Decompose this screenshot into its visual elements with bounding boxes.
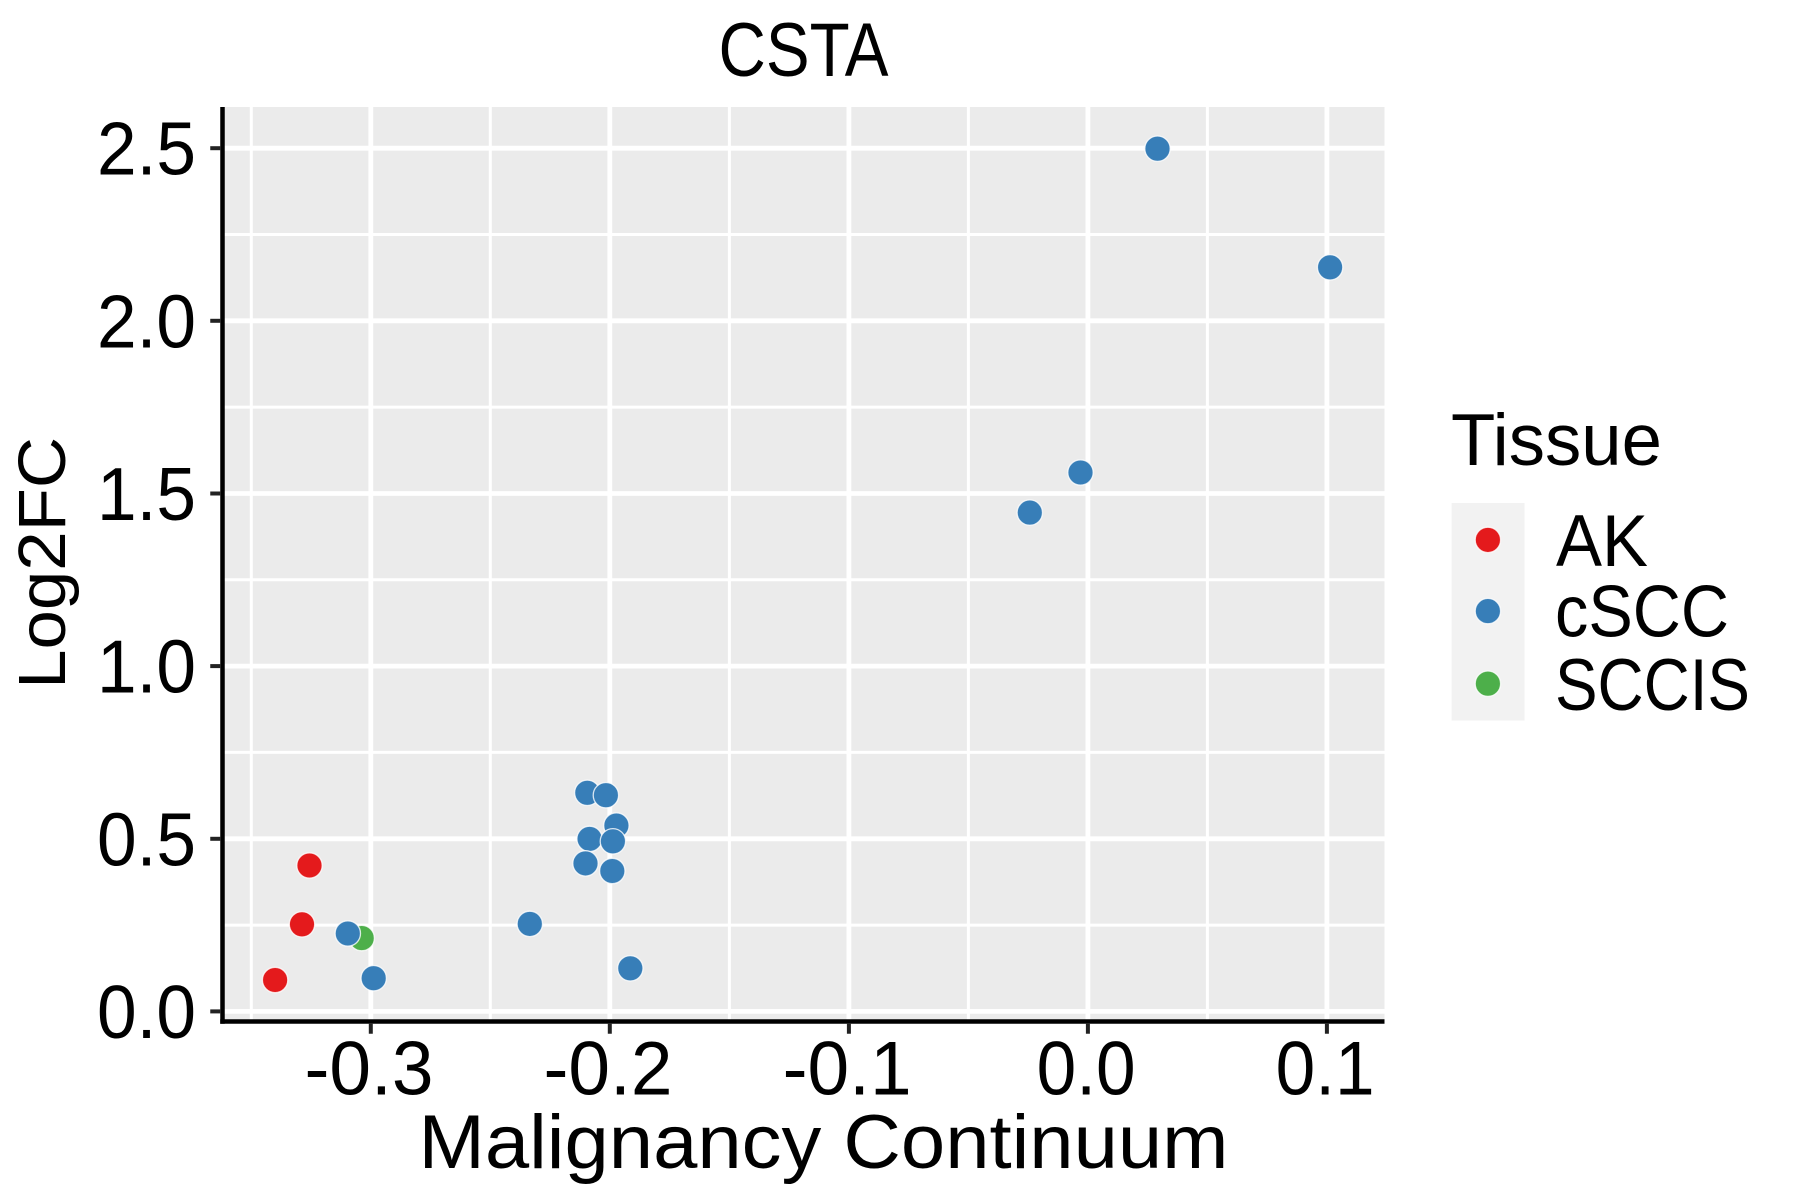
svg-text:0.5: 0.5	[97, 797, 196, 881]
svg-text:1.5: 1.5	[97, 452, 196, 536]
svg-text:AK: AK	[1556, 501, 1648, 582]
svg-text:Tissue: Tissue	[1451, 400, 1662, 481]
svg-text:SCCIS: SCCIS	[1555, 645, 1750, 726]
svg-text:0.0: 0.0	[97, 970, 196, 1054]
svg-text:CSTA: CSTA	[719, 8, 889, 93]
svg-text:0.1: 0.1	[1276, 1027, 1375, 1112]
svg-text:0.0: 0.0	[1037, 1027, 1136, 1112]
svg-text:2.5: 2.5	[97, 107, 196, 191]
svg-text:-0.2: -0.2	[544, 1027, 673, 1112]
svg-text:-0.1: -0.1	[783, 1027, 912, 1112]
svg-text:2.0: 2.0	[97, 279, 196, 363]
svg-text:-0.3: -0.3	[305, 1027, 434, 1112]
svg-text:cSCC: cSCC	[1555, 572, 1729, 653]
svg-text:1.0: 1.0	[97, 625, 196, 709]
svg-text:Log2FC: Log2FC	[5, 437, 80, 689]
svg-text:Malignancy Continuum: Malignancy Continuum	[419, 1100, 1229, 1185]
